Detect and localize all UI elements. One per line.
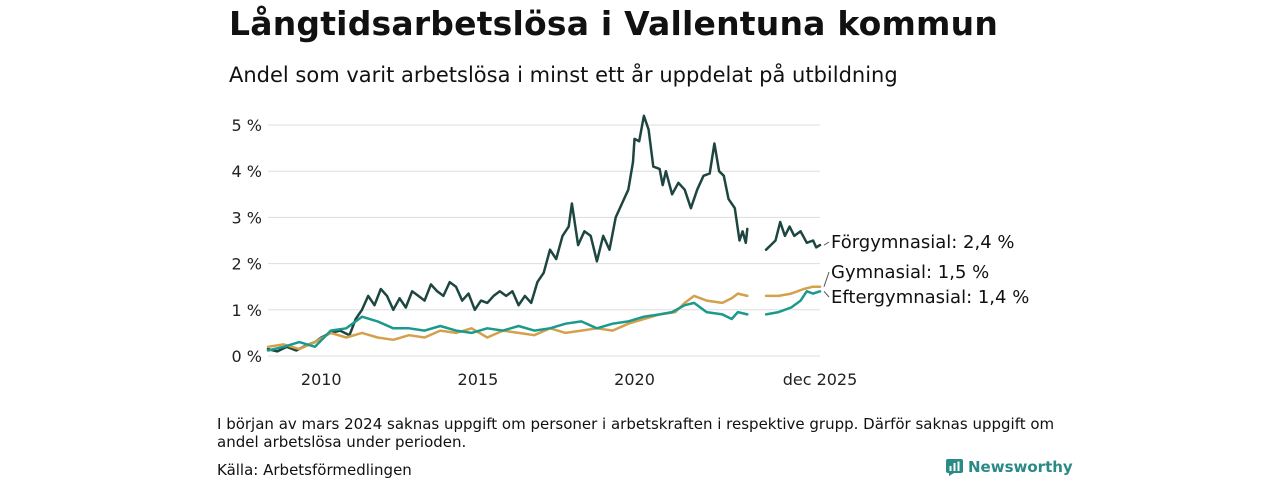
x-axis-ticks: 2010 2015 2020 dec 2025 [301,370,857,389]
x-tick-label: dec 2025 [783,370,858,389]
label-connector [823,290,830,298]
newsworthy-chart-icon [946,458,963,476]
series-lines [266,114,822,353]
footnote: I början av mars 2024 saknas uppgift om … [217,415,1055,451]
y-axis-ticks: 0 % 1 % 2 % 3 % 4 % 5 % [232,116,262,366]
label-connector [823,271,830,287]
x-tick-label: 2015 [458,370,499,389]
x-tick-label: 2020 [614,370,655,389]
series-line-eftergymnasial [266,290,822,352]
y-tick-label: 0 % [232,347,262,366]
y-tick-label: 5 % [232,116,262,135]
series-end-label: Förgymnasial: 2,4 % [831,232,1015,253]
source-text: Källa: Arbetsförmedlingen [217,461,412,479]
chart-title: Långtidsarbetslösa i Vallentuna kommun [229,4,999,43]
y-tick-label: 2 % [232,255,262,274]
line-chart: 0 %1 %2 %3 %4 %5 % 2010 2015 2020 dec 2025 … [232,114,1029,389]
label-connector [823,241,830,246]
chart-subtitle: Andel som varit arbetslösa i minst ett å… [229,63,898,87]
series-end-label: Eftergymnasial: 1,4 % [831,287,1029,308]
brand-name: Newsworthy [968,458,1073,476]
series-end-label: Gymnasial: 1,5 % [831,262,989,283]
brand-logo: Newsworthy [946,458,1073,476]
series-line-förgymnasial [266,114,822,353]
grid-lines [268,124,820,357]
series-end-labels: Förgymnasial: 2,4 % Gymnasial: 1,5 % Efter… [823,232,1029,308]
series-line-gymnasial [266,285,822,351]
y-tick-label: 1 % [232,301,262,320]
x-tick-label: 2010 [301,370,342,389]
y-tick-label: 3 % [232,208,262,227]
y-tick-label: 4 % [232,162,262,181]
